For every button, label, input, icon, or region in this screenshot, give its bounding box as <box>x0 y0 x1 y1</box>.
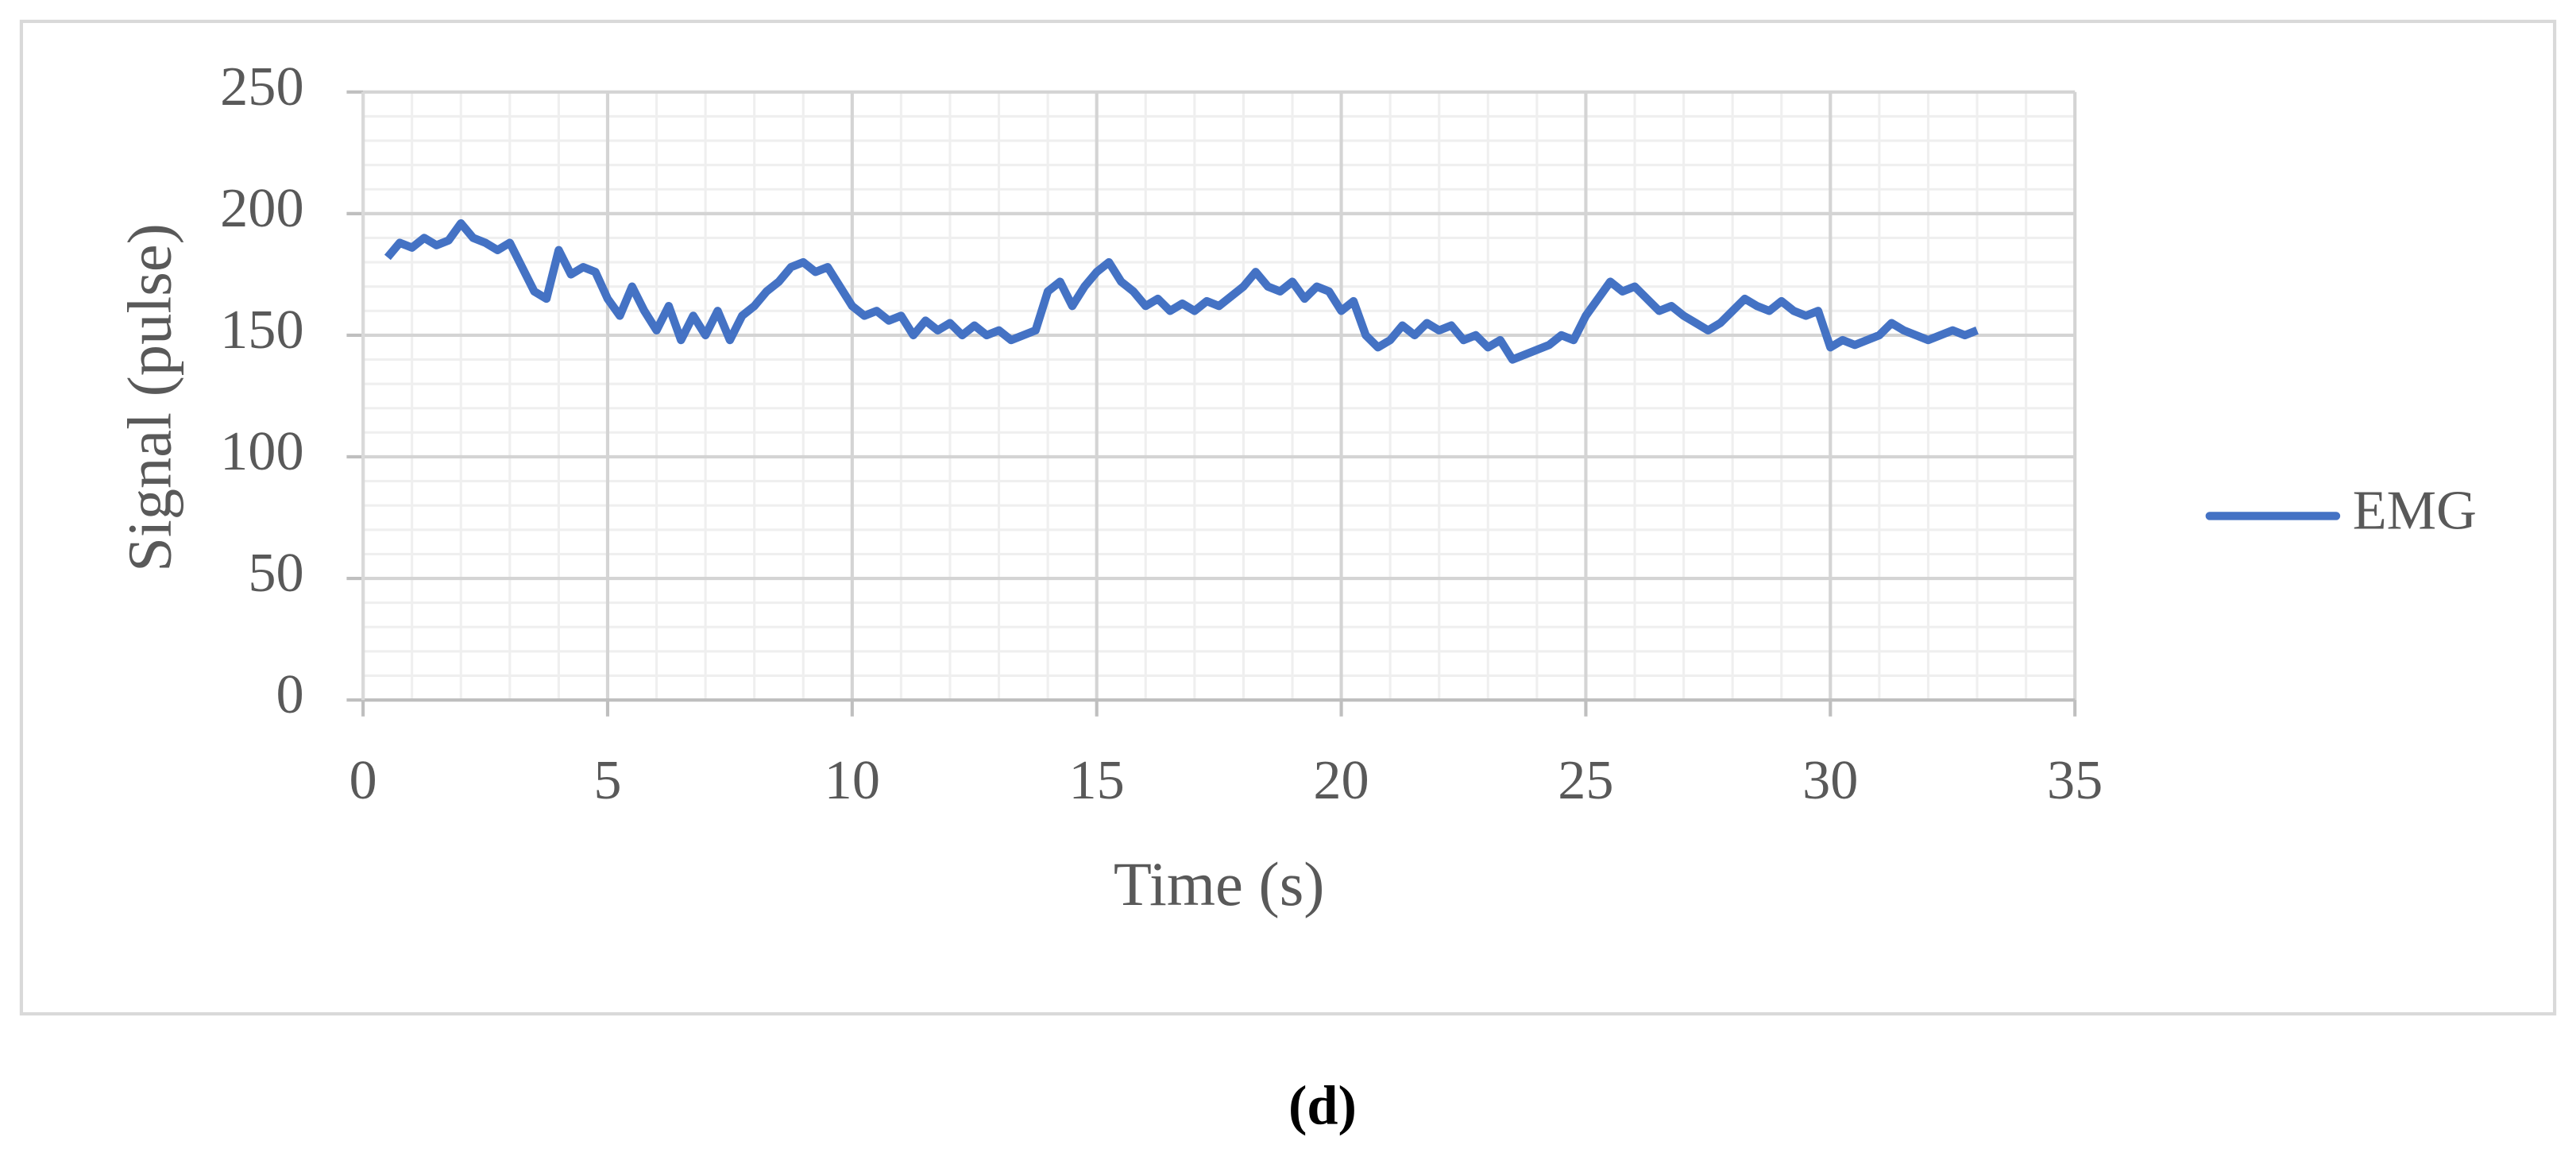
y-tick-label: 0 <box>276 663 303 725</box>
y-tick-label: 150 <box>220 299 303 361</box>
x-tick-label: 30 <box>1802 749 1858 811</box>
x-tick-label: 20 <box>1313 749 1369 811</box>
caption: (d) <box>1288 1074 1357 1136</box>
y-axis-label: Signal (pulse) <box>115 223 184 572</box>
x-tick-label: 0 <box>350 749 377 811</box>
x-tick-label: 15 <box>1069 749 1125 811</box>
y-tick-label: 200 <box>220 177 303 239</box>
legend-label: EMG <box>2353 480 2477 542</box>
x-tick-label: 5 <box>593 749 621 811</box>
x-axis-label: Time (s) <box>1114 849 1325 918</box>
y-tick-label: 50 <box>248 542 303 604</box>
x-tick-label: 25 <box>1558 749 1613 811</box>
chart-frame <box>19 19 2557 1016</box>
line-series <box>384 218 1979 364</box>
y-tick-label: 100 <box>220 420 303 482</box>
x-tick-label: 10 <box>825 749 880 811</box>
x-tick-label: 35 <box>2047 749 2103 811</box>
y-tick-label: 250 <box>220 56 303 118</box>
